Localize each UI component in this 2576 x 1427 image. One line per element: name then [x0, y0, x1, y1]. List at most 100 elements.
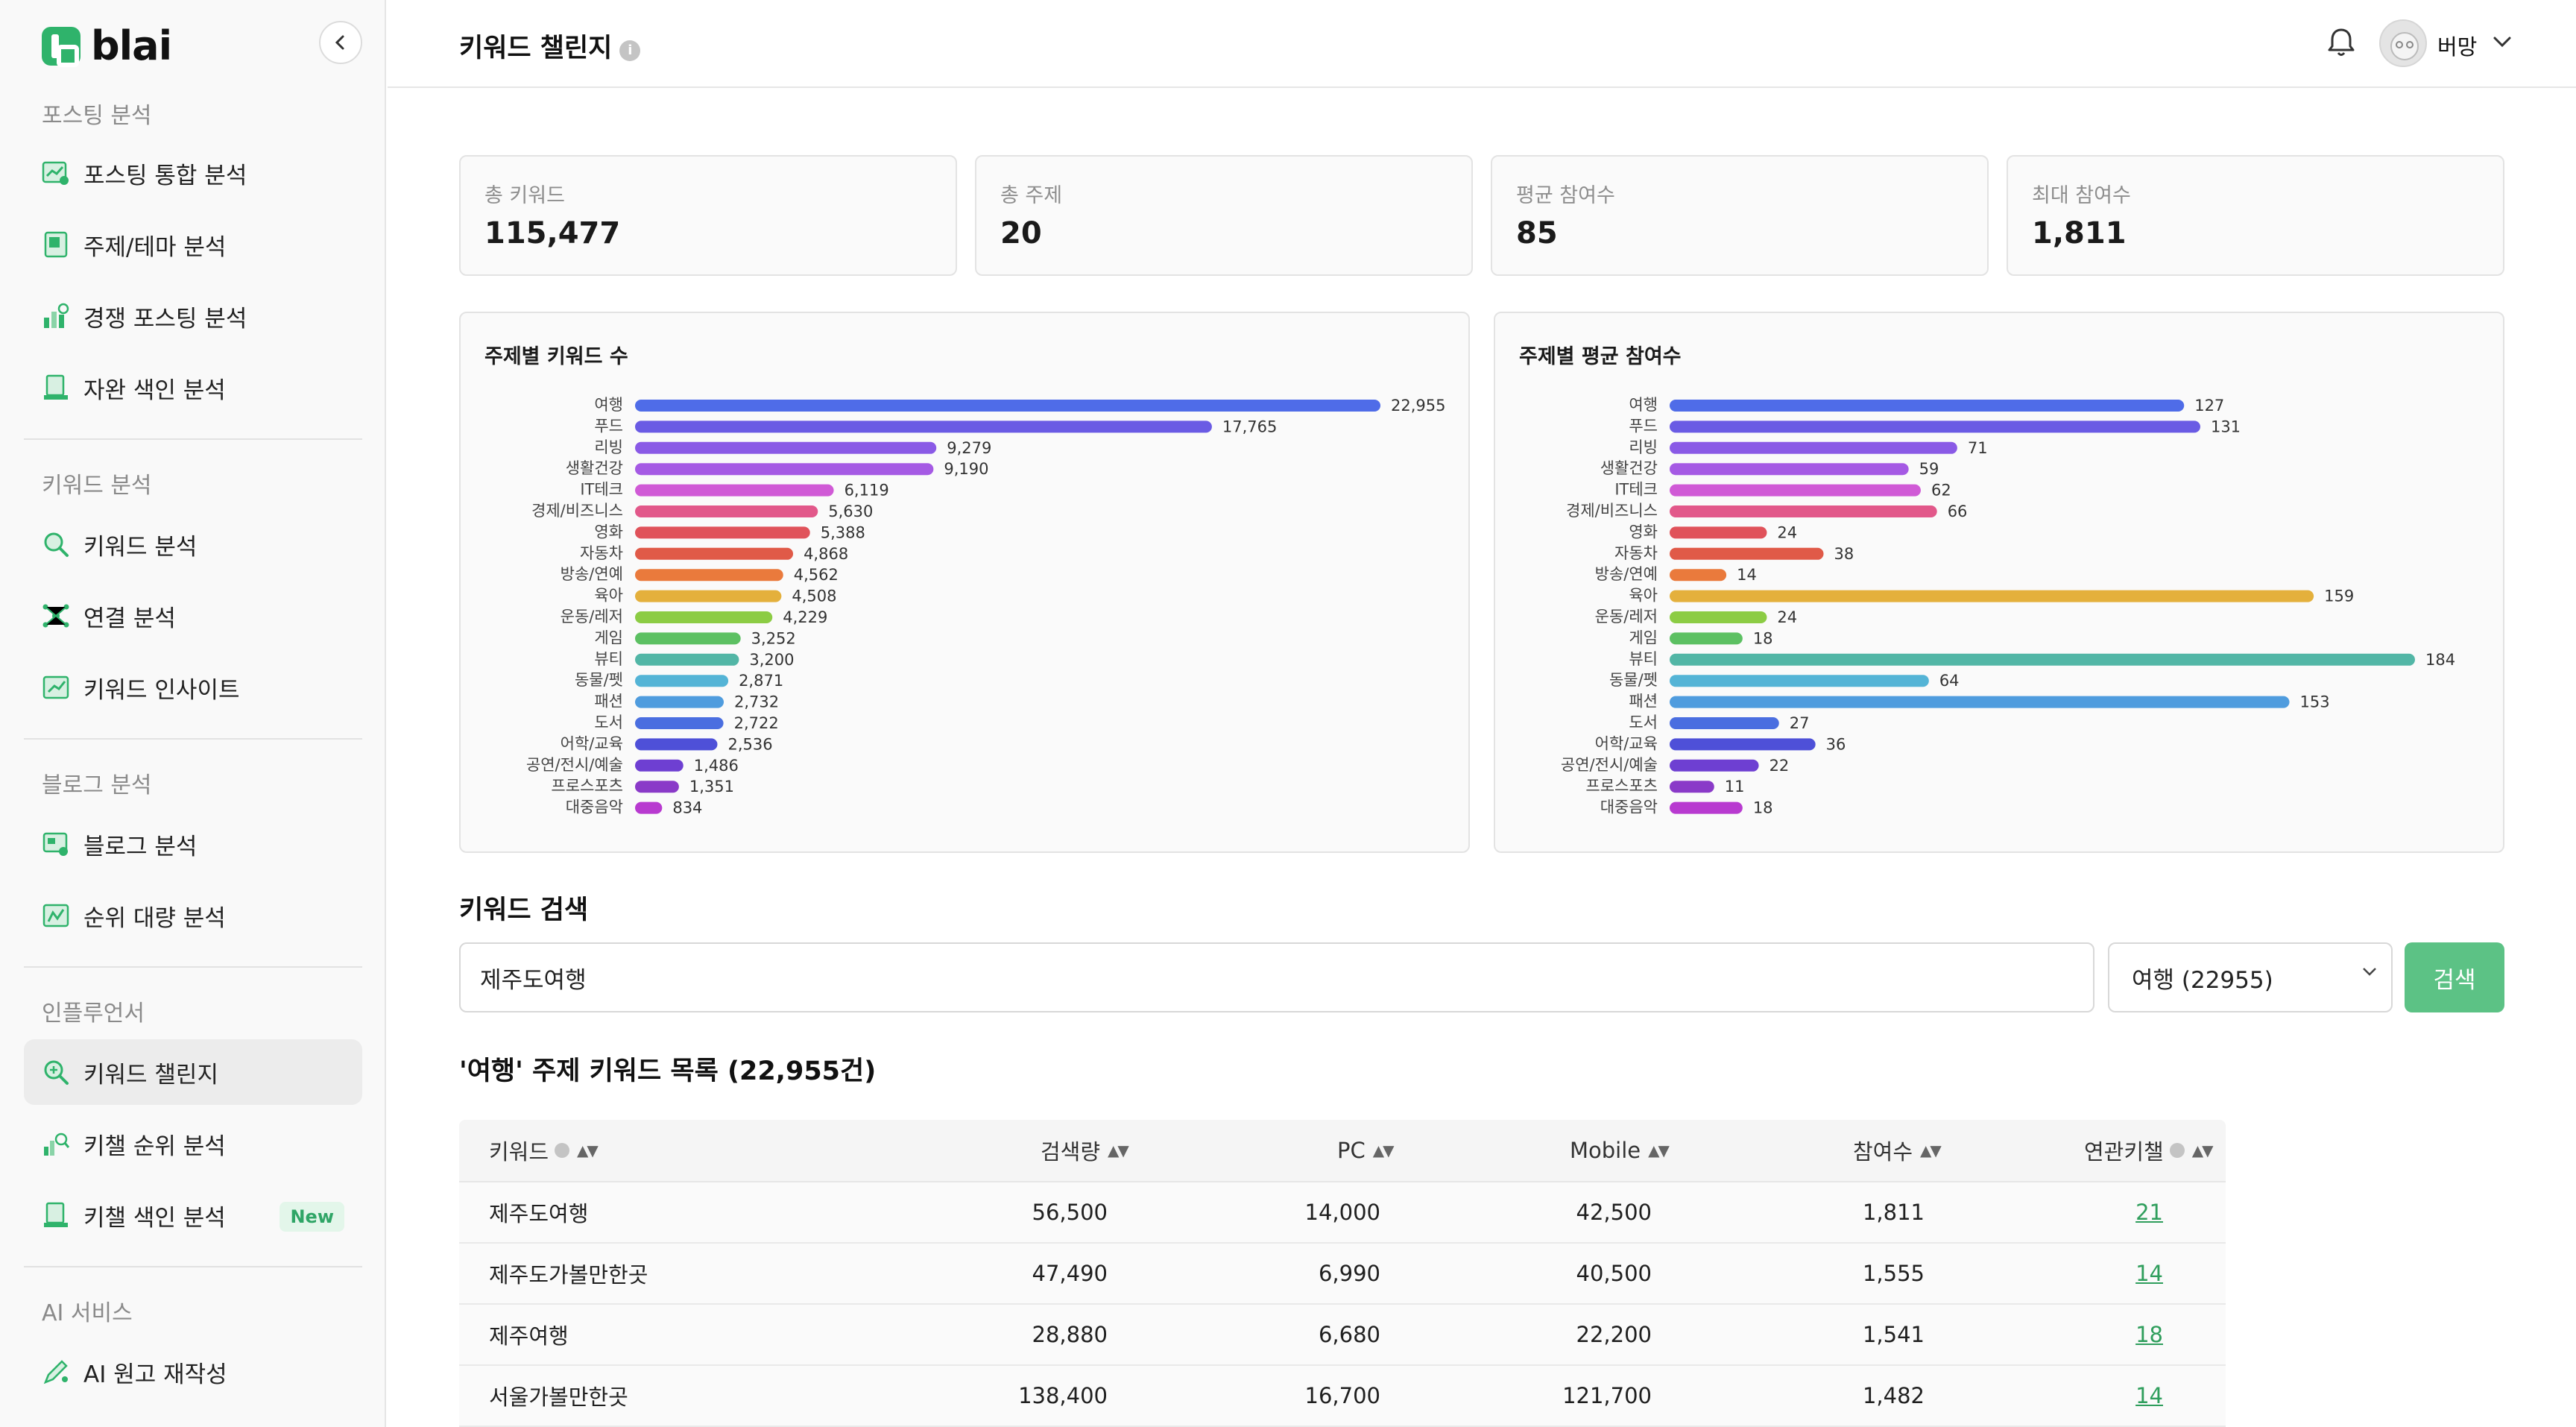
sort-icon[interactable]: ▲▼: [1648, 1141, 1670, 1159]
divider: [24, 1266, 362, 1267]
stat-label: 평균 참여수: [1516, 184, 1615, 207]
sidebar-item-bulk-rank[interactable]: 순위 대량 분석: [24, 883, 362, 948]
bar[interactable]: [635, 738, 718, 751]
bar[interactable]: [635, 547, 794, 560]
sidebar-item-keyword-insight[interactable]: 키워드 인사이트: [24, 655, 362, 720]
divider: [24, 738, 362, 740]
sidebar-item-label: 키챌 순위 분석: [83, 1133, 226, 1160]
bar[interactable]: [1670, 781, 1714, 793]
search-button[interactable]: 검색: [2405, 942, 2504, 1012]
bar[interactable]: [1670, 632, 1743, 645]
info-icon[interactable]: [2169, 1143, 2185, 1158]
bar[interactable]: [635, 653, 739, 666]
cell-related[interactable]: 18: [2135, 1305, 2163, 1364]
value-label: 9,279: [947, 439, 991, 457]
bar[interactable]: [635, 569, 783, 582]
bar[interactable]: [635, 463, 934, 476]
cell-pc: 6,990: [1319, 1244, 1380, 1303]
bar[interactable]: [1670, 738, 1816, 751]
sort-icon[interactable]: ▲▼: [577, 1141, 599, 1159]
bar[interactable]: [1670, 441, 1957, 454]
sort-icon[interactable]: ▲▼: [2191, 1141, 2214, 1159]
bar[interactable]: [635, 717, 724, 729]
sidebar-item-posting-integrated[interactable]: 포스팅 통합 분석: [24, 140, 362, 206]
user-name[interactable]: 버망: [2437, 34, 2478, 60]
bar[interactable]: [1670, 675, 1929, 687]
column-header-related[interactable]: 연관키챌 ▲▼: [2084, 1120, 2214, 1181]
bar[interactable]: [635, 484, 834, 497]
bar[interactable]: [1670, 526, 1767, 539]
bar[interactable]: [1670, 505, 1937, 517]
bar[interactable]: [635, 441, 937, 454]
bar[interactable]: [635, 675, 729, 687]
bar[interactable]: [1670, 463, 1909, 476]
bar[interactable]: [1670, 717, 1779, 729]
sort-icon[interactable]: ▲▼: [1108, 1141, 1129, 1159]
bar[interactable]: [635, 420, 1212, 433]
bar[interactable]: [1670, 696, 2290, 708]
sidebar-item-topic-theme[interactable]: 주제/테마 분석: [24, 212, 362, 277]
sidebar-item-keyword-challenge[interactable]: 키워드 챌린지: [24, 1039, 362, 1105]
avatar[interactable]: [2379, 19, 2427, 67]
bar[interactable]: [1670, 590, 2314, 602]
bar[interactable]: [635, 526, 810, 539]
bar[interactable]: [635, 505, 818, 517]
bar[interactable]: [1670, 611, 1767, 623]
cell-related[interactable]: 14: [2135, 1366, 2163, 1426]
keyword-search-input[interactable]: [459, 942, 2094, 1012]
sort-icon[interactable]: ▲▼: [1920, 1141, 1942, 1159]
table-row[interactable]: 제주여행 28,880 6,680 22,200 1,541 18: [459, 1305, 2226, 1366]
collapse-sidebar-button[interactable]: [319, 21, 362, 64]
table-row[interactable]: 제주도가볼만한곳 47,490 6,990 40,500 1,555 14: [459, 1244, 2226, 1305]
section-title-influencer: 인플루언서: [42, 1001, 145, 1027]
chevron-down-icon[interactable]: [2493, 34, 2512, 49]
bar[interactable]: [635, 590, 782, 602]
topic-select[interactable]: 여행 (22955): [2108, 942, 2393, 1012]
sidebar-item-challenge-index[interactable]: 키챌 색인 분석 New: [24, 1182, 362, 1248]
sidebar-item-ai-rewrite[interactable]: AI 원고 재작성: [24, 1339, 362, 1405]
cell-search-volume: 56,500: [1032, 1182, 1108, 1242]
bar[interactable]: [1670, 484, 1921, 497]
bar[interactable]: [1670, 569, 1727, 582]
bar[interactable]: [635, 801, 663, 814]
cell-mobile: 121,700: [1562, 1366, 1652, 1426]
bar[interactable]: [1670, 801, 1743, 814]
bar[interactable]: [1670, 653, 2415, 666]
related-link[interactable]: 18: [2135, 1322, 2163, 1347]
column-header-mobile[interactable]: Mobile ▲▼: [1570, 1120, 1670, 1181]
column-header-search-volume[interactable]: 검색량 ▲▼: [1041, 1120, 1129, 1181]
bar[interactable]: [635, 632, 741, 645]
sidebar-item-keyword-analysis[interactable]: 키워드 분석: [24, 511, 362, 577]
sort-icon[interactable]: ▲▼: [1372, 1141, 1395, 1159]
bar[interactable]: [635, 400, 1380, 412]
value-label: 24: [1777, 523, 1797, 541]
table-row[interactable]: 제주도여행 56,500 14,000 42,500 1,811 21: [459, 1182, 2226, 1244]
related-link[interactable]: 14: [2135, 1261, 2163, 1286]
section-title-blog: 블로그 분석: [42, 772, 152, 798]
bar[interactable]: [1670, 759, 1759, 772]
info-icon[interactable]: [555, 1143, 570, 1158]
bar[interactable]: [1670, 400, 2185, 412]
related-link[interactable]: 21: [2135, 1200, 2163, 1225]
bell-icon[interactable]: [2324, 25, 2358, 60]
bar[interactable]: [635, 781, 679, 793]
column-header-participation[interactable]: 참여수 ▲▼: [1853, 1120, 1942, 1181]
sidebar-item-self-index[interactable]: 자완 색인 분석: [24, 355, 362, 420]
bar[interactable]: [1670, 420, 2200, 433]
app-logo[interactable]: blai: [42, 22, 172, 69]
sidebar-item-blog-analysis[interactable]: 블로그 분석: [24, 811, 362, 877]
sidebar-item-challenge-rank[interactable]: 키챌 순위 분석: [24, 1111, 362, 1176]
bar[interactable]: [635, 759, 684, 772]
bar[interactable]: [635, 696, 724, 708]
sidebar-item-competitor-posting[interactable]: 경쟁 포스팅 분석: [24, 283, 362, 349]
cell-related[interactable]: 21: [2135, 1182, 2163, 1242]
column-header-keyword[interactable]: 키워드 ▲▼: [489, 1120, 599, 1181]
sidebar-item-connection[interactable]: 연결 분석: [24, 583, 362, 649]
cell-related[interactable]: 14: [2135, 1244, 2163, 1303]
info-icon[interactable]: i: [619, 40, 641, 61]
column-header-pc[interactable]: PC ▲▼: [1337, 1120, 1395, 1181]
bar[interactable]: [1670, 547, 1824, 560]
bar[interactable]: [635, 611, 773, 623]
related-link[interactable]: 14: [2135, 1383, 2163, 1408]
table-row[interactable]: 서울가볼만한곳 138,400 16,700 121,700 1,482 14: [459, 1366, 2226, 1427]
